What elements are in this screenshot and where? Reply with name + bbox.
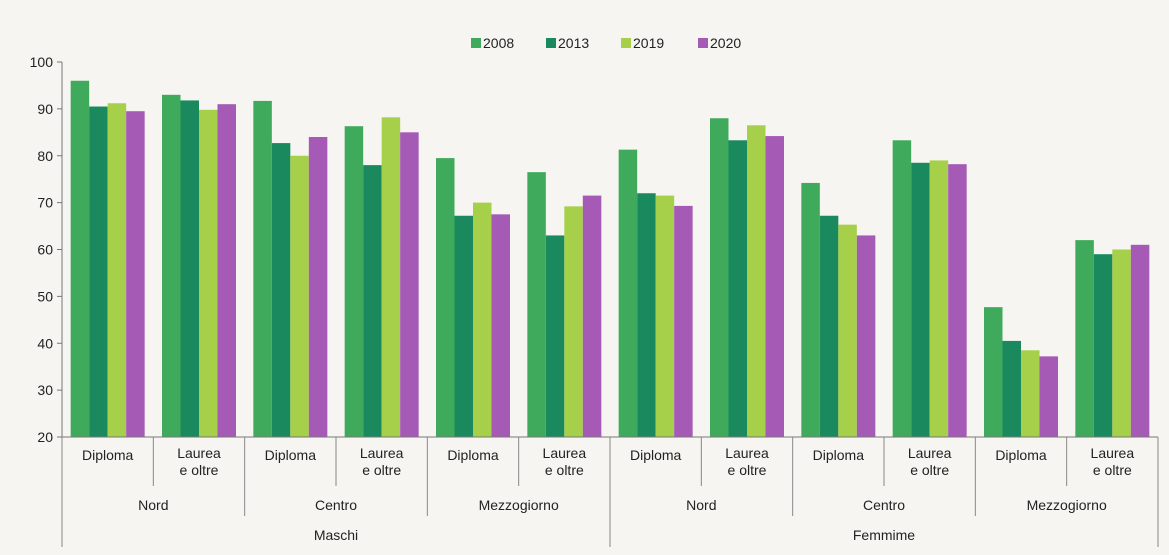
bar-2013-9: [911, 162, 930, 437]
bar-2019-11: [1112, 249, 1131, 437]
bar-2013-2: [271, 143, 291, 437]
category-label-1-line-1: e oltre: [180, 462, 219, 478]
bar-2013-3: [363, 165, 382, 437]
category-label-3-line-1: e oltre: [362, 462, 401, 478]
legend-label-2008: 2008: [483, 35, 514, 51]
legend-swatch-2008: [471, 38, 481, 48]
category-label-9-line-0: Laurea: [908, 445, 952, 461]
bar-2013-1: [180, 100, 199, 437]
category-label-0: Diploma: [82, 447, 134, 463]
bar-2019-7: [747, 125, 766, 437]
sex-group-label-0: Maschi: [314, 527, 358, 543]
bar-2013-11: [1093, 254, 1113, 437]
category-label-4: Diploma: [447, 447, 499, 463]
bar-2008-7: [710, 118, 729, 437]
bar-2008-6: [618, 149, 638, 437]
region-label-4: Centro: [863, 497, 905, 513]
bar-2020-3: [400, 132, 419, 437]
region-label-1: Centro: [315, 497, 357, 513]
bar-2013-4: [454, 215, 473, 437]
bar-2008-9: [892, 140, 912, 437]
category-label-5-line-0: Laurea: [543, 445, 587, 461]
category-label-7-line-0: Laurea: [725, 445, 769, 461]
bar-2020-4: [491, 214, 510, 437]
bar-2008-2: [253, 100, 272, 437]
y-tick-label-50: 50: [37, 288, 53, 304]
y-tick-label-100: 100: [30, 54, 54, 70]
legend-label-2020: 2020: [710, 35, 741, 51]
category-label-8: Diploma: [813, 447, 865, 463]
bar-2019-2: [290, 155, 309, 437]
bar-2008-1: [162, 94, 181, 437]
bar-2019-5: [564, 206, 583, 437]
region-label-2: Mezzogiorno: [479, 497, 559, 513]
bar-2008-10: [984, 307, 1003, 437]
category-label-5-line-1: e oltre: [545, 462, 584, 478]
bar-2008-3: [344, 126, 364, 437]
bar-2019-9: [929, 160, 949, 437]
bar-2020-6: [674, 205, 693, 437]
bar-2008-0: [70, 80, 90, 437]
bar-2020-7: [765, 136, 784, 437]
bar-2008-8: [801, 182, 820, 437]
bar-2020-2: [308, 137, 328, 437]
category-label-1-line-0: Laurea: [177, 445, 221, 461]
y-tick-label-70: 70: [37, 195, 53, 211]
bar-2013-8: [819, 215, 839, 437]
bar-2020-11: [1130, 244, 1150, 437]
bar-2013-6: [637, 193, 656, 437]
bar-2020-0: [126, 111, 145, 437]
legend-label-2013: 2013: [558, 35, 589, 51]
y-tick-label-30: 30: [37, 382, 53, 398]
legend-swatch-2013: [546, 38, 556, 48]
region-label-5: Mezzogiorno: [1027, 497, 1107, 513]
y-tick-label-90: 90: [37, 101, 53, 117]
bar-2019-4: [473, 202, 492, 437]
y-tick-label-60: 60: [37, 242, 53, 258]
bar-2020-9: [948, 164, 967, 437]
category-label-6: Diploma: [630, 447, 682, 463]
bar-2013-0: [89, 106, 108, 437]
category-label-10: Diploma: [995, 447, 1047, 463]
bar-2013-10: [1002, 340, 1021, 437]
y-tick-label-80: 80: [37, 148, 53, 164]
bar-2019-6: [655, 195, 675, 437]
bar-2019-3: [381, 117, 401, 437]
bar-2019-1: [199, 109, 218, 437]
category-label-2: Diploma: [265, 447, 317, 463]
bar-2013-5: [545, 235, 565, 437]
category-label-11-line-0: Laurea: [1091, 445, 1135, 461]
bar-2020-10: [1039, 356, 1058, 437]
bar-2008-11: [1075, 240, 1094, 437]
legend-swatch-2020: [698, 38, 708, 48]
bar-2019-8: [838, 224, 857, 437]
bar-2020-8: [856, 235, 876, 437]
y-tick-label-20: 20: [37, 429, 53, 445]
category-label-3-line-0: Laurea: [360, 445, 404, 461]
category-label-7-line-1: e oltre: [728, 462, 767, 478]
sex-group-label-1: Femmime: [853, 527, 915, 543]
bar-2019-0: [107, 103, 127, 437]
bar-2008-4: [436, 158, 455, 437]
y-tick-label-40: 40: [37, 335, 53, 351]
category-label-9-line-1: e oltre: [910, 462, 949, 478]
bar-2020-1: [217, 104, 236, 437]
bar-2020-5: [582, 195, 602, 437]
category-label-11-line-1: e oltre: [1093, 462, 1132, 478]
legend-swatch-2019: [621, 38, 631, 48]
bar-2019-10: [1021, 350, 1040, 437]
bar-2013-7: [728, 140, 747, 437]
region-label-3: Nord: [686, 497, 716, 513]
region-label-0: Nord: [138, 497, 168, 513]
bar-2008-5: [527, 172, 546, 437]
legend-label-2019: 2019: [633, 35, 664, 51]
